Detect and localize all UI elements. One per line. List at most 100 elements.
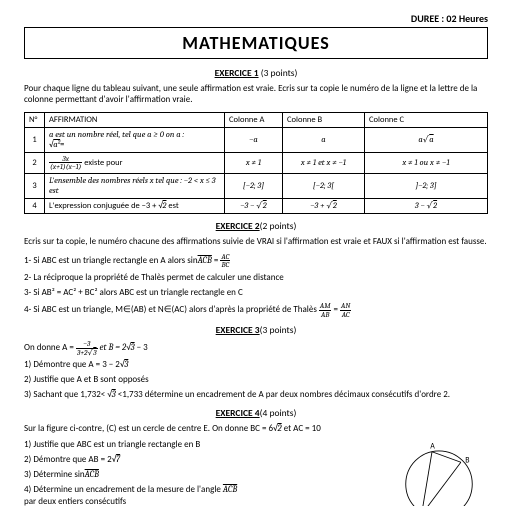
ex3-label: EXERCICE 3	[216, 324, 260, 336]
ex2-q4-pre: 4- Si ABC est un triangle, M∈(AB) et N∈(…	[24, 304, 319, 315]
ex4-q4-post: par deux entiers consécutifs	[24, 496, 126, 507]
ex4-intro: Sur la figure ci-contre, (C) est un cerc…	[24, 423, 364, 435]
ex4-q2-sq: 7	[116, 455, 120, 465]
row4-a: −3 − √2	[225, 198, 283, 213]
ex3-q3: 3) Sachant que 1,732< √3 <1,733 détermin…	[24, 389, 488, 401]
ex3-q3-post: <1,733 détermine un encadrement de A par…	[116, 389, 450, 400]
ex4-figure: A B	[394, 436, 484, 506]
ex4-q2: 2) Démontre que AB = 2√7	[24, 454, 364, 466]
row2-frac-d: (x+1)(x−1)	[49, 163, 82, 171]
duration-label: DUREE : 02 Heures	[24, 12, 488, 25]
col-n: N°	[25, 112, 45, 127]
table-row: 3 L'ensemble des nombres réels x tel que…	[25, 173, 488, 198]
ex4-intro-post: et AC = 10	[282, 423, 321, 434]
row3-n: 3	[25, 173, 45, 198]
ex3-given-mid: et B = 2	[98, 343, 127, 353]
ex3-given-post: − 3	[135, 342, 148, 353]
col-b: Colonne B	[283, 112, 365, 127]
col-aff: AFFIRMATION	[45, 112, 225, 127]
table-row: 1 a est un nombre réel, tel que a ≥ 0 on…	[25, 127, 488, 152]
figure-label-a: A	[430, 442, 435, 451]
page-title: MATHEMATIQUES	[24, 27, 488, 59]
ex3-q1-sq: 3	[124, 360, 128, 370]
row3-c: ]−2; 3]	[365, 173, 488, 198]
row1-n: 1	[25, 127, 45, 152]
ex4-q4: 4) Détermine un encadrement de la mesure…	[24, 484, 364, 508]
row4-c-pre: 3 −	[415, 201, 427, 211]
row4-aff-post: est	[166, 201, 178, 211]
ex2-intro: Ecris sur ta copie, le numéro chacune de…	[24, 236, 488, 247]
ex2-q4: 4- Si ABC est un triangle, M∈(AB) et N∈(…	[24, 302, 488, 318]
col-a: Colonne A	[225, 112, 283, 127]
ex1-table: N° AFFIRMATION Colonne A Colonne B Colon…	[24, 112, 488, 214]
row2-aff: 3x(x+1)(x−1) existe pour	[45, 152, 225, 173]
ex4-pts: (4 points)	[260, 407, 297, 419]
row4-a-pre: −3 −	[240, 201, 256, 211]
row3-aff: L'ensemble des nombres réels x tel que :…	[45, 173, 225, 198]
ex2-q4-f1d: AB	[319, 311, 332, 319]
ex2-q1-pre: 1- Si ABC est un triangle rectangle en A…	[24, 255, 198, 266]
ex4-q3-ov: ACB	[85, 470, 99, 480]
ex4-q2-pre: 2) Démontre que AB = 2	[24, 454, 112, 465]
ex3-pts: (3 points)	[260, 324, 297, 336]
row2-aff-post: existe pour	[82, 158, 122, 168]
ex4-q4-pre: 4) Détermine un encadrement de la mesure…	[24, 484, 223, 495]
row4-b-sq: 2	[333, 201, 337, 211]
row3-b: [−2; 3[	[283, 173, 365, 198]
row4-aff: L'expression conjuguée de −3 + √2 est	[45, 198, 225, 213]
row1-b: a	[283, 127, 365, 152]
ex3-given-frac: −33+2√3	[76, 340, 98, 356]
ex2-q2: 2- La réciproque la propriété de Thalès …	[24, 272, 488, 284]
row1-c-pre: a	[418, 135, 422, 145]
ex3-given: On donne A = −33+2√3 et B = 2√3 − 3	[24, 340, 488, 356]
row2-frac: 3x(x+1)(x−1)	[49, 155, 82, 171]
row1-c: a√a	[365, 127, 488, 152]
ex4-heading: EXERCICE 4(4 points)	[24, 407, 488, 419]
table-header-row: N° AFFIRMATION Colonne A Colonne B Colon…	[25, 112, 488, 127]
ex4-q3: 3) Détermine sinACB	[24, 469, 364, 481]
ex3-given-pre: On donne A =	[24, 342, 76, 353]
ex4-q4-ov: ACB	[223, 485, 237, 495]
row1-aff-pre: a est un nombre réel, tel que a ≥ 0 on a…	[49, 130, 184, 140]
ex2-q1-ov: ACB	[198, 256, 212, 266]
row1-a: −a	[225, 127, 283, 152]
ex2-q1: 1- Si ABC est un triangle rectangle en A…	[24, 253, 488, 269]
row4-b: −3 + √2	[283, 198, 365, 213]
ex1-intro: Pour chaque ligne du tableau suivant, un…	[24, 83, 488, 106]
ex1-label: EXERCICE 1	[215, 67, 259, 79]
ex2-q4-f2: ANAC	[340, 302, 351, 318]
ex2-q1-frac: ACBC	[220, 253, 230, 269]
ex3-given-fd-sq: 3	[93, 348, 96, 357]
ex4-q3-pre: 3) Détermine sin	[24, 469, 85, 480]
ex4-intro-pre: Sur la figure ci-contre, (C) est un cerc…	[24, 423, 273, 434]
ex2-q3: 3- Si AB² = AC² + BC² alors ABC est un t…	[24, 287, 488, 299]
row4-b-pre: −3 +	[310, 201, 326, 211]
ex3-q2: 2) Justifie que A et B sont opposés	[24, 374, 488, 386]
row2-c: x ≠ 1 ou x ≠ −1	[365, 152, 488, 173]
row2-b: x ≠ 1 et x ≠ −1	[283, 152, 365, 173]
row4-aff-pre: L'expression conjuguée de −3 +	[49, 201, 158, 211]
row1-aff: a est un nombre réel, tel que a ≥ 0 on a…	[45, 127, 225, 152]
row3-a: [−2; 3]	[225, 173, 283, 198]
ex3-given-fd-pre: 3+2	[77, 348, 88, 357]
ex4-q1: 1) Justifie que ABC est un triangle rect…	[24, 439, 364, 451]
row1-c-sq: a	[429, 135, 433, 145]
figure-label-b: B	[465, 456, 469, 465]
table-row: 4 L'expression conjuguée de −3 + √2 est …	[25, 198, 488, 213]
ex3-heading: EXERCICE 3(3 points)	[24, 324, 488, 336]
ex2-q1-fd: BC	[220, 261, 230, 269]
ex2-pts: (2 points)	[260, 220, 297, 232]
table-row: 2 3x(x+1)(x−1) existe pour x ≠ 1 x ≠ 1 e…	[25, 152, 488, 173]
ex3-given-fd: 3+2√3	[76, 349, 98, 357]
row2-a: x ≠ 1	[225, 152, 283, 173]
row4-c-sq: 2	[433, 201, 437, 211]
row2-n: 2	[25, 152, 45, 173]
ex2-q4-f1: AMAB	[319, 302, 332, 318]
ex3-q1: 1) Démontre que A = 3 − 2√3	[24, 359, 488, 371]
ex3-q3-pre: 3) Sachant que 1,732<	[24, 389, 107, 400]
row1-aff-post: =	[60, 140, 64, 150]
ex2-q4-mid: =	[331, 304, 340, 315]
ex2-heading: EXERCICE 2(2 points)	[24, 220, 488, 232]
row4-c: 3 − √2	[365, 198, 488, 213]
ex4-label: EXERCICE 4	[216, 407, 260, 419]
